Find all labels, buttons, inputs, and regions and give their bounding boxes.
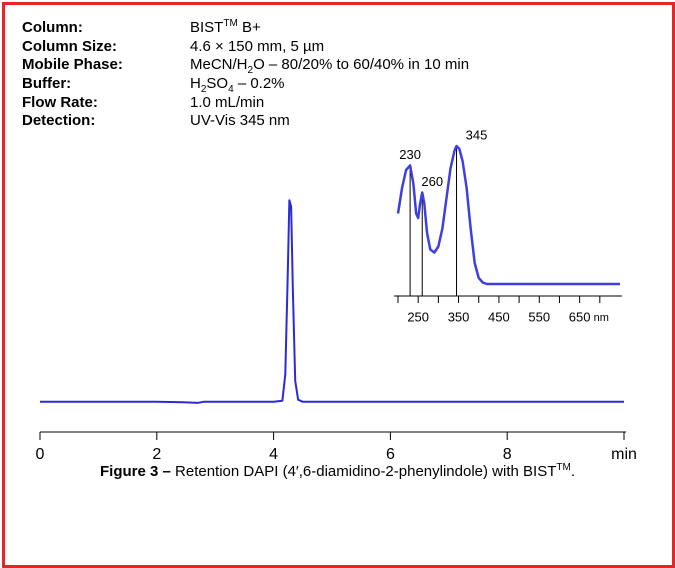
text-sub: 2 (200, 84, 207, 96)
peak-label: 260 (421, 174, 443, 189)
text-text: H (190, 75, 201, 93)
info-value: 1.0 mL/min (190, 94, 264, 113)
x-tick-label: min (611, 446, 637, 463)
x-tick-label: 650 (569, 309, 591, 324)
info-label: Column: (22, 19, 83, 36)
peak-label: 230 (399, 147, 421, 162)
x-tick-label: 2 (152, 446, 161, 463)
peak-label: 345 (466, 127, 488, 142)
info-value: UV-Vis 345 nm (190, 112, 290, 131)
x-tick-label: 350 (448, 309, 470, 324)
text-text: 4.6 × 150 mm, 5 µm (190, 37, 325, 55)
x-tick-label: 4 (269, 446, 278, 463)
text-text: MeCN/H (190, 56, 248, 74)
text-sub: 4 (228, 84, 234, 96)
text-sup: TM (223, 18, 238, 29)
text-text: SO (206, 75, 229, 93)
info-label: Flow Rate: (22, 93, 98, 111)
x-tick-label: 250 (407, 309, 429, 324)
info-label: Column Size: (22, 37, 118, 55)
text-text: UV-Vis 345 nm (190, 112, 290, 130)
data-line (40, 199, 624, 404)
info-label: Buffer: (22, 75, 72, 93)
info-value: 4.6 × 150 mm, 5 µm (190, 38, 324, 57)
data-line (396, 144, 620, 286)
text-bold: Figure 3 – (100, 463, 171, 480)
x-tick-label: 8 (503, 446, 512, 463)
text-text: Retention DAPI (4′,6-diamidino-2-phenyli… (170, 463, 557, 480)
x-tick-label: 6 (386, 446, 395, 463)
info-value: MeCN/H2O – 80/20% to 60/40% in 10 min (190, 56, 470, 77)
text-text: BIST (190, 19, 224, 36)
info-value: H2SO4 – 0.2% (190, 75, 285, 96)
text-text: 1.0 mL/min (190, 93, 265, 111)
text-text: B+ (237, 19, 261, 36)
x-tick-label: 550 (528, 309, 550, 324)
info-value: BISTTM B+ (190, 19, 261, 38)
text-sub: 2 (247, 65, 254, 77)
x-unit: nm (594, 312, 609, 324)
text-sup: TM (556, 462, 571, 473)
info-label: Detection: (22, 112, 96, 130)
text-text: O – 80/20% to 60/40% in 10 min (253, 56, 470, 74)
info-label: Mobile Phase: (22, 56, 123, 74)
x-tick-label: 450 (488, 309, 510, 324)
text-text: – 0.2% (233, 75, 285, 93)
text-text: . (570, 463, 575, 480)
caption: Figure 3 – Retention DAPI (4′,6-diamidin… (60, 461, 615, 482)
x-tick-label: 0 (36, 446, 45, 463)
